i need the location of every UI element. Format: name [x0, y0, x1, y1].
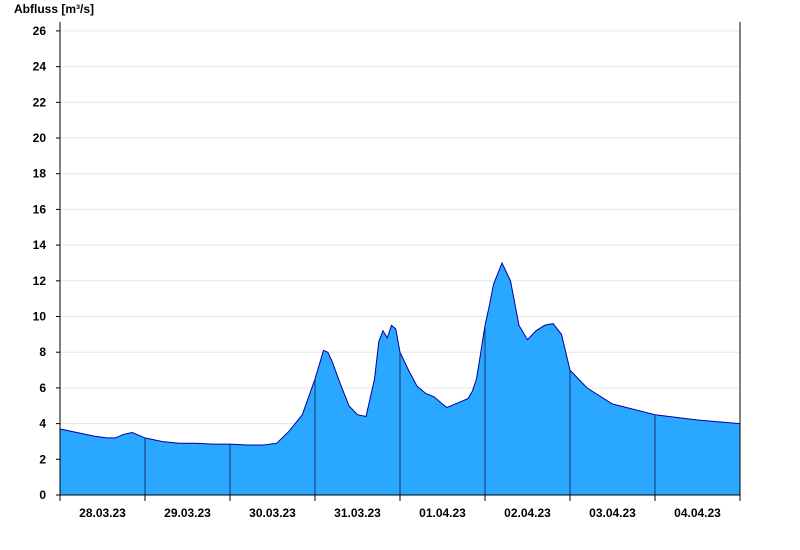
y-tick-label: 22 [33, 95, 47, 109]
x-tick-label: 31.03.23 [334, 506, 381, 520]
y-tick-label: 6 [39, 381, 46, 395]
flow-line [59, 261, 741, 446]
x-tick-label: 01.04.23 [419, 506, 466, 520]
axes [56, 22, 741, 501]
y-tick-label: 20 [33, 131, 47, 145]
x-tick-labels: 28.03.23 29.03.23 30.03.23 31.03.23 01.04.23… [79, 506, 721, 520]
x-tick-label: 28.03.23 [79, 506, 126, 520]
x-tick-label: 29.03.23 [164, 506, 211, 520]
x-tick-label: 04.04.23 [674, 506, 721, 520]
x-tick-label: 03.04.23 [589, 506, 636, 520]
y-axis-title: Abfluss [m³/s] [14, 2, 94, 16]
y-tick-label: 26 [33, 24, 47, 38]
y-tick-label: 2 [39, 452, 46, 466]
grid-lines [60, 30, 740, 460]
y-tick-label: 12 [33, 274, 47, 288]
y-tick-label: 24 [33, 60, 47, 74]
y-tick-label: 8 [39, 345, 46, 359]
y-tick-label: 10 [33, 310, 47, 324]
y-tick-label: 16 [33, 202, 47, 216]
x-tick-label: 30.03.23 [249, 506, 296, 520]
x-tick-label: 02.04.23 [504, 506, 551, 520]
y-tick-label: 14 [33, 238, 47, 252]
y-tick-label: 4 [39, 417, 46, 431]
day-separators [144, 325, 656, 495]
y-tick-label: 18 [33, 167, 47, 181]
y-tick-label: 0 [39, 488, 46, 502]
